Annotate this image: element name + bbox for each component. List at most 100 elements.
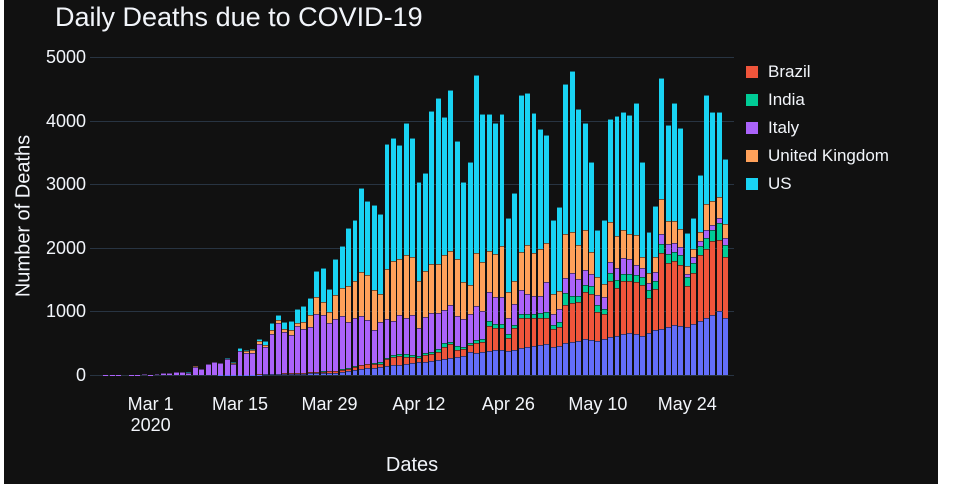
bar-segment[interactable]: [435, 359, 441, 375]
bar-segment[interactable]: [659, 328, 665, 375]
bar-segment[interactable]: [416, 182, 422, 282]
bar-segment[interactable]: [288, 373, 294, 374]
bar-segment[interactable]: [563, 304, 569, 344]
bar-segment[interactable]: [442, 343, 447, 347]
bar-segment[interactable]: [442, 116, 447, 256]
bar-segment[interactable]: [307, 315, 313, 327]
bar-segment[interactable]: [531, 318, 537, 347]
bar-segment[interactable]: [288, 373, 294, 375]
bar-segment[interactable]: [525, 293, 531, 315]
bar-segment[interactable]: [397, 145, 403, 259]
bar-segment[interactable]: [212, 362, 217, 375]
bar-column[interactable]: [256, 338, 262, 375]
bar-column[interactable]: [416, 182, 422, 375]
bar-column[interactable]: [601, 219, 607, 375]
bar-segment[interactable]: [467, 285, 473, 314]
bar-segment[interactable]: [218, 362, 224, 375]
bar-column[interactable]: [512, 192, 518, 375]
bar-segment[interactable]: [531, 314, 537, 319]
bar-segment[interactable]: [691, 272, 697, 325]
bar-segment[interactable]: [480, 341, 486, 353]
bar-column[interactable]: [410, 137, 415, 375]
bar-segment[interactable]: [518, 252, 524, 290]
legend-item-united-kingdom[interactable]: United Kingdom: [746, 142, 889, 170]
bar-segment[interactable]: [665, 243, 671, 254]
bar-column[interactable]: [250, 348, 256, 375]
bar-segment[interactable]: [454, 259, 460, 316]
bar-segment[interactable]: [301, 329, 307, 373]
bar-segment[interactable]: [486, 291, 492, 322]
bar-segment[interactable]: [442, 309, 447, 344]
bar-segment[interactable]: [614, 236, 620, 268]
bar-segment[interactable]: [371, 362, 377, 364]
bar-segment[interactable]: [608, 118, 614, 223]
bar-column[interactable]: [684, 232, 690, 375]
bar-segment[interactable]: [537, 128, 543, 250]
bar-segment[interactable]: [716, 311, 722, 375]
bar-column[interactable]: [678, 127, 684, 375]
bar-segment[interactable]: [480, 262, 486, 311]
bar-segment[interactable]: [723, 256, 729, 318]
bar-segment[interactable]: [486, 113, 492, 252]
bar-column[interactable]: [327, 288, 332, 376]
bar-column[interactable]: [448, 89, 454, 375]
bar-segment[interactable]: [620, 274, 626, 281]
bar-segment[interactable]: [659, 244, 665, 253]
bar-segment[interactable]: [563, 233, 569, 278]
bar-segment[interactable]: [461, 346, 467, 350]
bar-segment[interactable]: [422, 361, 428, 375]
bar-segment[interactable]: [684, 232, 690, 267]
bar-segment[interactable]: [327, 372, 332, 375]
bar-segment[interactable]: [474, 253, 479, 306]
bar-segment[interactable]: [531, 113, 537, 254]
bar-column[interactable]: [518, 95, 524, 375]
bar-segment[interactable]: [633, 274, 639, 283]
bar-segment[interactable]: [723, 223, 729, 238]
bar-segment[interactable]: [557, 321, 562, 327]
bar-column[interactable]: [467, 161, 473, 375]
bar-segment[interactable]: [505, 291, 511, 318]
bar-segment[interactable]: [448, 344, 454, 358]
bar-column[interactable]: [212, 361, 217, 375]
bar-column[interactable]: [205, 364, 211, 375]
bar-column[interactable]: [384, 143, 390, 375]
bar-segment[interactable]: [416, 328, 422, 356]
bar-segment[interactable]: [608, 336, 614, 375]
bar-segment[interactable]: [601, 308, 607, 315]
bar-segment[interactable]: [314, 372, 320, 374]
bar-segment[interactable]: [582, 122, 588, 231]
bar-segment[interactable]: [333, 259, 339, 295]
bar-segment[interactable]: [652, 330, 658, 375]
bar-segment[interactable]: [493, 122, 499, 254]
bar-segment[interactable]: [442, 255, 447, 310]
bar-segment[interactable]: [295, 325, 300, 374]
bar-segment[interactable]: [435, 97, 441, 265]
bar-segment[interactable]: [589, 161, 594, 253]
bar-segment[interactable]: [640, 284, 646, 336]
bar-segment[interactable]: [672, 243, 677, 252]
bar-segment[interactable]: [665, 253, 671, 264]
bar-column[interactable]: [576, 109, 582, 375]
bar-column[interactable]: [358, 188, 364, 375]
bar-segment[interactable]: [537, 313, 543, 318]
bar-segment[interactable]: [678, 264, 684, 326]
bar-column[interactable]: [429, 110, 435, 375]
bar-segment[interactable]: [557, 206, 562, 291]
bar-segment[interactable]: [704, 230, 709, 238]
bar-segment[interactable]: [307, 373, 313, 375]
bar-segment[interactable]: [384, 359, 390, 367]
bar-column[interactable]: [716, 112, 722, 375]
bar-segment[interactable]: [614, 335, 620, 375]
bar-segment[interactable]: [301, 306, 307, 323]
bar-column[interactable]: [646, 231, 652, 375]
bar-column[interactable]: [288, 320, 294, 375]
bar-segment[interactable]: [569, 341, 575, 375]
bar-segment[interactable]: [154, 373, 160, 375]
bar-column[interactable]: [141, 374, 147, 375]
bar-segment[interactable]: [595, 294, 601, 305]
bar-segment[interactable]: [314, 297, 320, 314]
bar-segment[interactable]: [678, 325, 684, 375]
bar-segment[interactable]: [544, 282, 550, 313]
bar-segment[interactable]: [403, 363, 409, 375]
bar-column[interactable]: [314, 270, 320, 375]
